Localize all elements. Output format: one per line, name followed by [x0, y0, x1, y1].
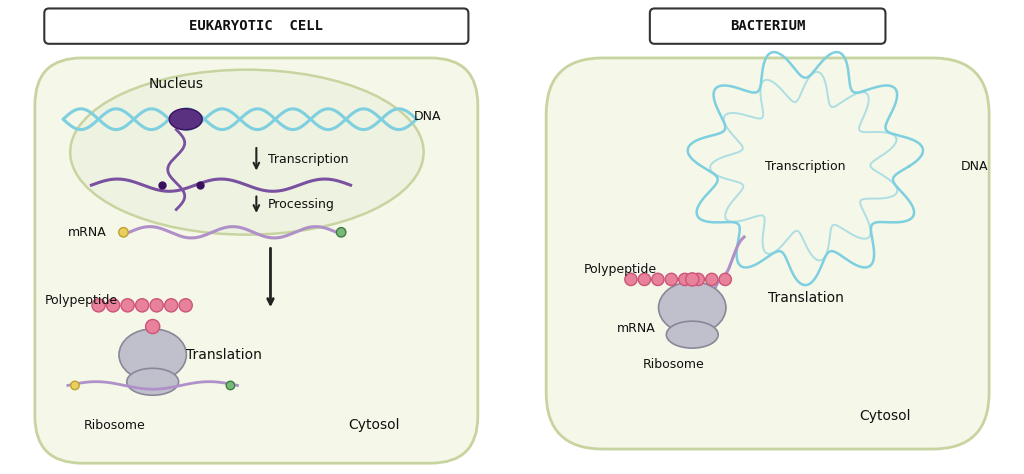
Circle shape [106, 299, 120, 312]
Text: DNA: DNA [961, 160, 988, 173]
Circle shape [706, 273, 718, 285]
Circle shape [692, 273, 705, 285]
Circle shape [679, 273, 691, 285]
Ellipse shape [119, 329, 186, 381]
FancyBboxPatch shape [546, 58, 989, 449]
Text: Transcription: Transcription [268, 153, 348, 166]
Text: Ribosome: Ribosome [84, 419, 145, 432]
Ellipse shape [71, 70, 424, 235]
Circle shape [71, 381, 79, 390]
Text: EUKARYOTIC  CELL: EUKARYOTIC CELL [189, 19, 324, 33]
Ellipse shape [169, 109, 202, 130]
Circle shape [135, 299, 148, 312]
FancyBboxPatch shape [650, 9, 886, 44]
Circle shape [226, 381, 234, 390]
Circle shape [625, 273, 637, 285]
Text: DNA: DNA [414, 110, 441, 123]
Circle shape [165, 299, 178, 312]
FancyBboxPatch shape [44, 9, 468, 44]
Circle shape [686, 273, 698, 286]
Circle shape [119, 228, 128, 237]
Text: mRNA: mRNA [616, 322, 655, 336]
Text: Polypeptide: Polypeptide [584, 264, 657, 276]
Text: Polypeptide: Polypeptide [44, 294, 118, 307]
Text: Processing: Processing [268, 199, 335, 211]
Circle shape [337, 228, 346, 237]
Circle shape [638, 273, 650, 285]
Circle shape [179, 299, 193, 312]
Text: Cytosol: Cytosol [348, 419, 400, 432]
Circle shape [719, 273, 731, 285]
Circle shape [666, 273, 678, 285]
Text: Nucleus: Nucleus [148, 77, 204, 91]
Circle shape [151, 299, 163, 312]
Circle shape [121, 299, 134, 312]
Circle shape [92, 299, 105, 312]
Ellipse shape [667, 321, 718, 348]
Ellipse shape [658, 282, 726, 334]
Ellipse shape [127, 368, 178, 395]
Text: mRNA: mRNA [68, 226, 106, 239]
Text: Translation: Translation [185, 348, 261, 362]
Circle shape [145, 319, 160, 334]
FancyBboxPatch shape [35, 58, 478, 463]
Text: Cytosol: Cytosol [860, 409, 911, 423]
Text: Ribosome: Ribosome [642, 358, 705, 371]
Text: Translation: Translation [768, 291, 844, 305]
Text: Transcription: Transcription [765, 160, 846, 173]
Text: BACTERIUM: BACTERIUM [730, 19, 805, 33]
Circle shape [651, 273, 664, 285]
